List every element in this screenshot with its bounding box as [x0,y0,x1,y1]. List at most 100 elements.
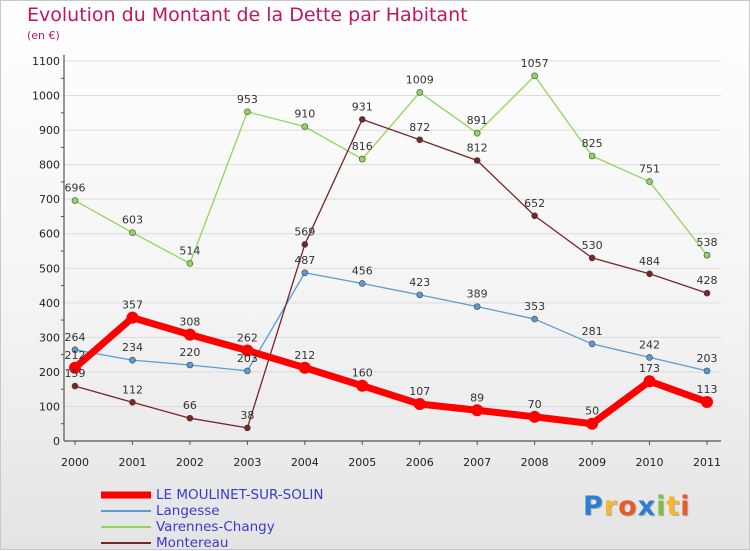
legend-swatch [101,542,151,544]
data-point [244,424,251,432]
x-tick-label: 2008 [521,456,549,469]
legend-swatch [101,491,151,499]
x-tick-label: 2006 [406,456,434,469]
chart-unit: (en €) [27,29,60,42]
data-label: 1057 [521,57,549,70]
data-point [703,289,711,297]
data-label: 652 [524,197,545,210]
y-tick-label: 900 [39,124,60,137]
x-tick-label: 2004 [291,456,319,469]
logo-letter: r [603,491,619,522]
series-line [74,75,708,265]
data-point [646,270,653,278]
data-point [528,410,541,423]
data-point [646,354,653,361]
data-label: 220 [179,346,200,359]
logo-letter: o [618,491,638,522]
data-label: 70 [528,398,542,411]
data-label: 38 [240,409,254,422]
y-tick-label: 300 [39,331,60,344]
data-label: 66 [183,399,197,412]
data-label: 50 [585,405,599,418]
data-point [471,404,484,417]
data-label: 816 [352,140,373,153]
y-tick-label: 400 [39,297,60,310]
data-label: 389 [467,288,488,301]
data-label: 160 [352,367,373,380]
data-point [241,344,254,357]
x-tick-label: 2001 [118,456,146,469]
data-point [358,280,366,287]
data-label: 538 [697,236,718,249]
data-point [531,315,538,323]
logo-letter: x [637,491,657,522]
legend-label: Varennes-Changy [156,519,275,535]
data-point [701,395,713,408]
data-label: 514 [179,244,200,257]
data-point [531,212,538,220]
x-tick-label: 2005 [348,456,376,469]
x-tick-label: 2009 [578,456,606,469]
data-point [69,361,81,374]
data-label: 203 [697,352,718,365]
data-point [416,89,424,96]
data-point [183,328,196,341]
data-point [301,269,309,277]
data-label: 931 [352,100,373,113]
x-tick-label: 2002 [176,456,204,469]
data-label: 281 [582,325,603,338]
data-label: 112 [122,383,143,396]
data-point [413,398,426,411]
data-label: 203 [237,352,258,365]
data-label: 487 [294,254,315,267]
data-label: 242 [639,338,660,351]
y-tick-label: 500 [39,262,60,275]
data-point [703,251,711,259]
data-label: 212 [294,349,315,362]
data-label: 751 [639,163,660,176]
x-tick-label: 2010 [636,456,664,469]
chart-title: Evolution du Montant de la Dette par Hab… [27,4,468,26]
data-label: 357 [122,299,143,312]
y-tick-label: 1100 [32,55,60,68]
data-label: 1009 [406,73,434,86]
y-tick-label: 0 [53,435,60,448]
data-point [643,375,656,388]
data-label: 910 [294,108,315,121]
logo-letter: t [666,491,681,522]
data-point [473,129,481,137]
legend-label: LE MOULINET-SUR-SOLIN [156,487,324,503]
legend-label: Langesse [156,503,220,519]
data-point [588,254,596,262]
data-point [126,311,139,324]
data-label: 569 [294,225,315,238]
y-tick-label: 1000 [32,90,60,103]
y-tick-label: 100 [39,400,60,413]
data-point [186,414,194,422]
data-label: 234 [122,341,143,354]
data-point [416,136,424,144]
y-tick-label: 700 [39,193,60,206]
data-label: 159 [65,367,86,380]
data-point [588,152,596,160]
data-label: 603 [122,214,143,227]
series-line [74,118,708,429]
data-label: 696 [65,182,86,195]
data-point [358,116,366,123]
proxiti-logo: Proxiti [583,491,691,522]
x-tick-label: 2003 [233,456,261,469]
data-point [301,123,309,130]
data-label: 423 [409,276,430,289]
data-point [356,379,369,392]
legend-swatch [101,510,151,512]
logo-letter: i [656,491,667,522]
data-point [586,417,599,430]
legend-label: Montereau [156,535,229,551]
data-point [129,356,136,364]
data-point [588,340,596,348]
data-point [416,291,424,299]
x-tick-label: 2007 [463,456,491,469]
series-line [71,314,711,428]
